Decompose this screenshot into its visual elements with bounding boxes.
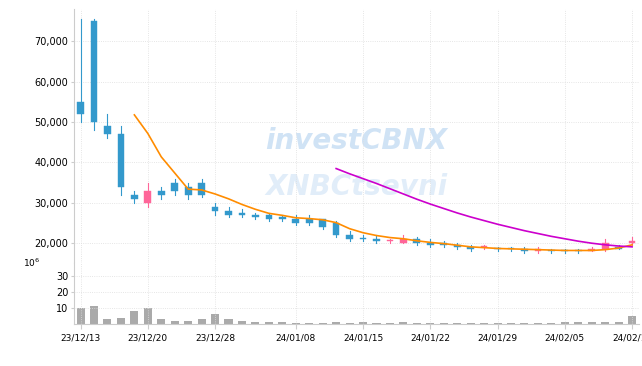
Bar [481, 246, 487, 247]
Bar [400, 239, 407, 243]
Bar [587, 322, 596, 324]
Bar [507, 323, 515, 324]
Bar [521, 323, 528, 324]
Bar [332, 322, 340, 324]
Bar [535, 249, 541, 251]
Bar [548, 323, 555, 324]
Bar [534, 323, 542, 324]
Text: XNBCtsevni: XNBCtsevni [265, 173, 447, 201]
Bar [399, 322, 408, 324]
Bar [562, 250, 568, 251]
Bar [171, 321, 178, 324]
Bar [386, 240, 394, 241]
Bar [279, 217, 286, 219]
Bar [454, 245, 460, 247]
Bar [413, 239, 421, 243]
Bar [413, 323, 421, 324]
Bar [144, 308, 152, 324]
Bar [373, 239, 380, 241]
Bar [252, 322, 259, 324]
Bar [117, 318, 125, 324]
Text: $10^6$: $10^6$ [23, 256, 40, 269]
Bar [602, 243, 609, 249]
Bar [198, 183, 205, 195]
Bar [238, 321, 246, 324]
Bar [467, 323, 474, 324]
Bar [359, 322, 367, 324]
Bar [372, 323, 381, 324]
Bar [345, 323, 354, 324]
Bar [171, 183, 178, 191]
Bar [130, 311, 139, 324]
Bar [157, 319, 165, 324]
Bar [574, 322, 582, 324]
Bar [77, 102, 84, 114]
Bar [548, 250, 555, 251]
Bar [346, 235, 353, 239]
Bar [76, 308, 85, 324]
Bar [588, 249, 595, 251]
Bar [131, 195, 138, 199]
Bar [440, 323, 447, 324]
Bar [252, 215, 259, 217]
Bar [333, 223, 340, 235]
Bar [198, 319, 205, 324]
Bar [103, 319, 112, 324]
Bar [225, 211, 232, 215]
Bar [117, 134, 125, 187]
Bar [211, 314, 219, 324]
Bar [601, 322, 609, 324]
Bar [453, 323, 461, 324]
Bar [278, 322, 286, 324]
Bar [306, 219, 313, 223]
Bar [225, 319, 232, 324]
Bar [185, 187, 191, 195]
Bar [144, 191, 151, 203]
Bar [318, 323, 327, 324]
Bar [266, 215, 272, 219]
Bar [467, 247, 474, 249]
Bar [104, 126, 111, 134]
Bar [239, 213, 245, 215]
Bar [360, 238, 367, 239]
Bar [426, 323, 435, 324]
Bar [184, 321, 192, 324]
Bar [90, 306, 98, 324]
Bar [265, 322, 273, 324]
Text: investCBNX: investCBNX [265, 127, 447, 155]
Bar [615, 247, 622, 249]
Bar [158, 191, 164, 195]
Bar [319, 219, 326, 227]
Bar [494, 323, 501, 324]
Bar [305, 323, 313, 324]
Bar [521, 249, 528, 251]
Bar [292, 219, 299, 223]
Bar [386, 323, 394, 324]
Bar [560, 322, 569, 324]
Bar [440, 243, 447, 245]
Bar [575, 250, 582, 251]
Bar [212, 207, 218, 211]
Bar [91, 21, 98, 122]
Bar [291, 323, 300, 324]
Bar [614, 322, 623, 324]
Bar [480, 323, 488, 324]
Bar [427, 243, 433, 245]
Bar [628, 316, 636, 324]
Bar [629, 241, 636, 243]
